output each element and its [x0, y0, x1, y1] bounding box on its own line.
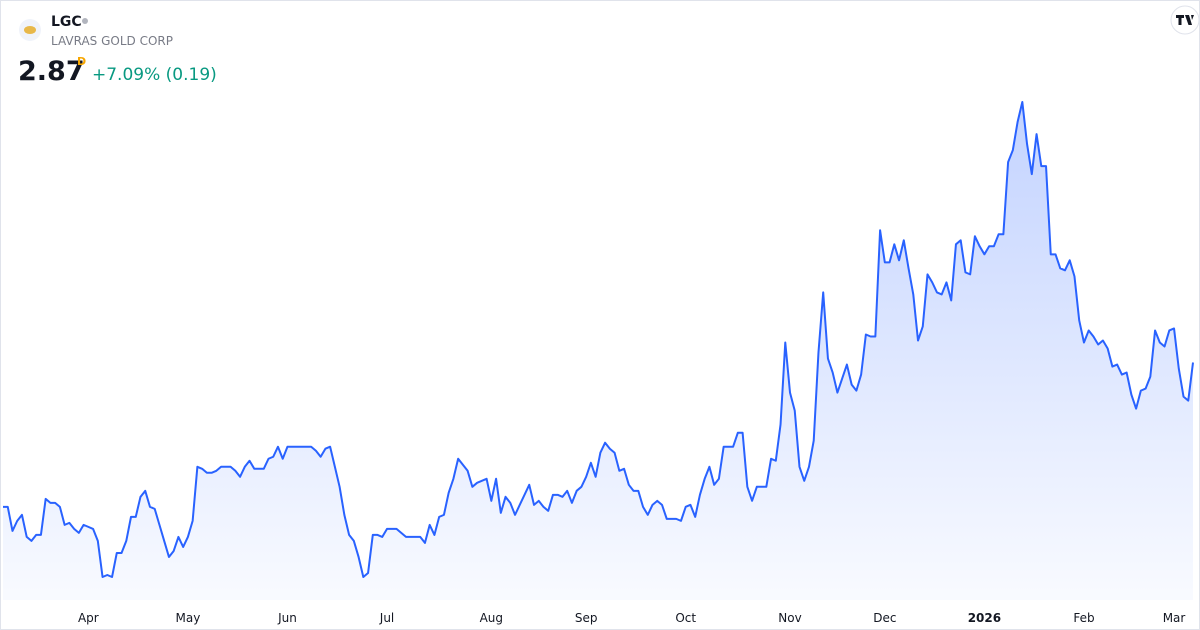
logo-mark: [24, 26, 36, 34]
interval: D: [77, 55, 86, 68]
x-tick-label: Mar: [1163, 611, 1186, 625]
plot: [3, 101, 1194, 600]
x-tick-label: May: [175, 611, 200, 625]
x-tick-label: Nov: [778, 611, 801, 625]
area-fill: [3, 102, 1193, 600]
x-tick-label: Aug: [480, 611, 503, 625]
brand-badge: [1170, 5, 1200, 35]
company-name: LAVRAS GOLD CORP: [51, 34, 173, 48]
x-tick-label: Jul: [379, 611, 394, 625]
x-tick-label: Jun: [277, 611, 297, 625]
x-tick-label: Dec: [873, 611, 896, 625]
ticker: LGC: [51, 14, 82, 30]
x-tick-label: 2026: [968, 611, 1001, 625]
x-tick-label: Sep: [575, 611, 598, 625]
price-line: [3, 101, 1194, 578]
x-tick-label: Apr: [78, 611, 99, 625]
price: 2.87: [18, 56, 85, 87]
brand-logo: [1176, 15, 1194, 25]
status-dot: [82, 18, 88, 24]
price-change: +7.09% (0.19): [92, 65, 217, 85]
x-tick-label: Feb: [1073, 611, 1094, 625]
x-tick-label: Oct: [675, 611, 696, 625]
